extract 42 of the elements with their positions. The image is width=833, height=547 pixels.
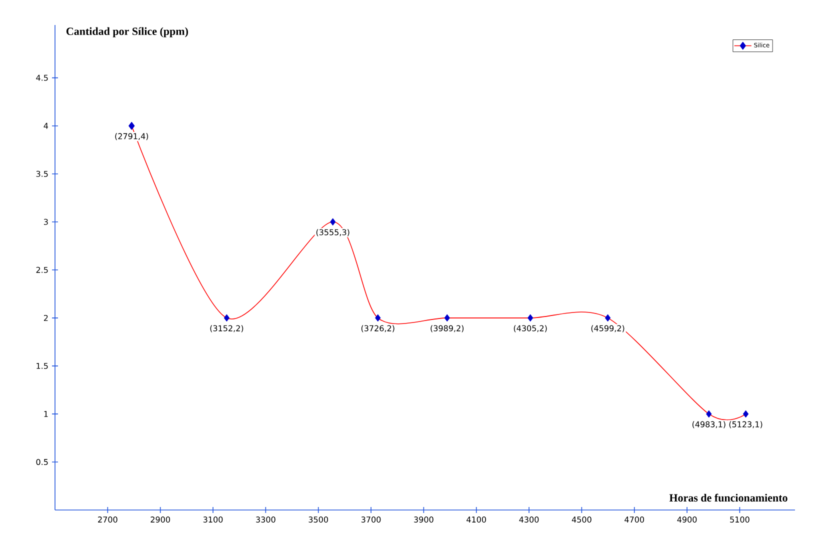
point <box>375 314 381 322</box>
y-tick-label: 4.5 <box>36 74 48 81</box>
x-tick-label: 3300 <box>256 516 276 523</box>
x-tick-label: 2700 <box>98 516 118 523</box>
x-tick-label: 4100 <box>466 516 486 523</box>
y-tick-label: 4 <box>44 122 48 129</box>
point <box>742 410 749 418</box>
y-tick-label: 3.5 <box>36 170 48 177</box>
annotation: (4305,2) <box>514 325 547 332</box>
x-tick-label: 3100 <box>203 516 223 523</box>
x-tick-label: 3500 <box>308 516 328 523</box>
point <box>706 410 712 418</box>
annotation: (3726,2) <box>361 325 394 332</box>
y-tick-label: 2.5 <box>36 266 48 273</box>
x-tick-label: 3700 <box>361 516 381 523</box>
point <box>604 314 611 322</box>
x-tick-label: 4700 <box>624 516 644 523</box>
point <box>128 122 135 130</box>
point <box>528 314 534 322</box>
annotation: (2791,4) <box>115 133 148 140</box>
annotation: (4983,1) <box>692 421 726 428</box>
annotation: (3989,2) <box>430 325 464 332</box>
y-tick-label: 3 <box>44 218 48 225</box>
x-axis-title: Horas de funcionamiento <box>669 494 788 502</box>
y-tick-label: 1 <box>44 411 48 417</box>
point <box>330 218 336 226</box>
x-tick-label: 4900 <box>677 516 697 523</box>
y-tick-label: 0.5 <box>36 458 48 466</box>
x-tick-label: 5100 <box>730 516 750 523</box>
x-tick-label: 4300 <box>519 516 539 523</box>
point <box>224 314 230 322</box>
annotation: (3152,2) <box>210 325 244 332</box>
x-tick-label: 4500 <box>572 516 592 523</box>
x-tick-label: 3900 <box>414 516 434 523</box>
annotation: (5123,1) <box>729 421 762 428</box>
y-tick-label: 1.5 <box>36 362 48 369</box>
annotation: (4599,2) <box>591 325 624 332</box>
point <box>444 314 450 322</box>
annotation: (3555,3) <box>316 229 350 236</box>
x-tick-label: 2900 <box>150 516 170 523</box>
y-tick-label: 2 <box>44 314 48 321</box>
y-axis-title: Cantidad por Sílice (ppm) <box>66 27 188 38</box>
